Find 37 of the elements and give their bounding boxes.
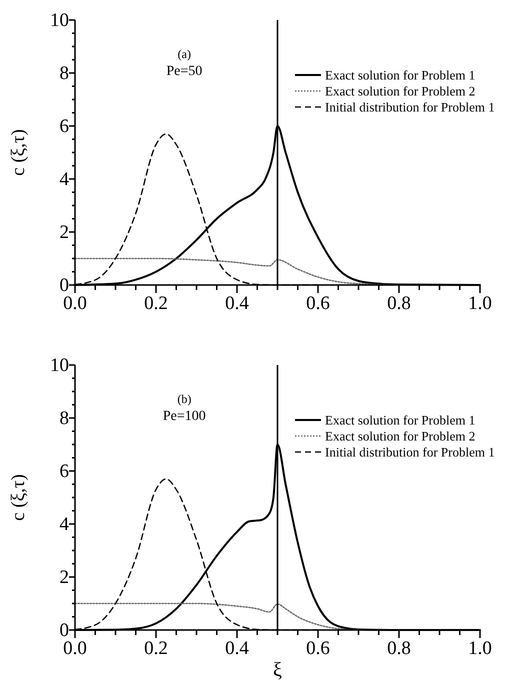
x-axis-title: ξ: [273, 659, 282, 680]
annotation: (a): [178, 47, 192, 61]
legend-label: Exact solution for Problem 1: [325, 412, 476, 428]
y-tick-label: 0: [60, 620, 69, 641]
y-tick-label: 8: [60, 63, 69, 84]
y-tick-label: 4: [60, 169, 70, 190]
y-tick-label: 10: [50, 355, 69, 376]
y-tick-label: 0: [60, 275, 69, 296]
x-tick-label: 0.8: [387, 293, 411, 314]
y-axis-title: c (ξ,τ): [8, 129, 29, 176]
x-tick-label: 1.0: [468, 638, 492, 659]
y-tick-label: 2: [60, 222, 69, 243]
x-tick-label: 0.6: [306, 638, 330, 659]
y-tick-label: 10: [50, 10, 69, 31]
annotation: Pe=50: [166, 64, 202, 79]
legend-label: Exact solution for Problem 2: [325, 428, 476, 444]
x-tick-label: 0.2: [144, 293, 168, 314]
x-tick-label: 0.8: [387, 638, 411, 659]
y-tick-label: 6: [60, 461, 69, 482]
legend-label: Initial distribution for Problem 1: [325, 444, 495, 460]
x-tick-label: 0.0: [63, 638, 87, 659]
x-tick-label: 0.0: [63, 293, 87, 314]
y-tick-label: 4: [60, 514, 70, 535]
x-tick-label: 1.0: [468, 293, 492, 314]
x-tick-label: 0.4: [225, 638, 250, 659]
annotation: Pe=100: [162, 409, 206, 424]
legend-label: Initial distribution for Problem 1: [325, 100, 495, 114]
x-tick-label: 0.6: [306, 293, 330, 314]
y-tick-label: 2: [60, 567, 69, 588]
legend-label: Exact solution for Problem 2: [325, 84, 476, 98]
x-tick-label: 0.4: [225, 293, 250, 314]
y-tick-label: 6: [60, 116, 69, 137]
y-tick-label: 8: [60, 408, 69, 429]
annotation: (b): [177, 392, 192, 406]
x-tick-label: 0.2: [144, 638, 168, 659]
legend-label: Exact solution for Problem 1: [325, 68, 476, 82]
y-axis-title: c (ξ,τ): [8, 474, 29, 521]
